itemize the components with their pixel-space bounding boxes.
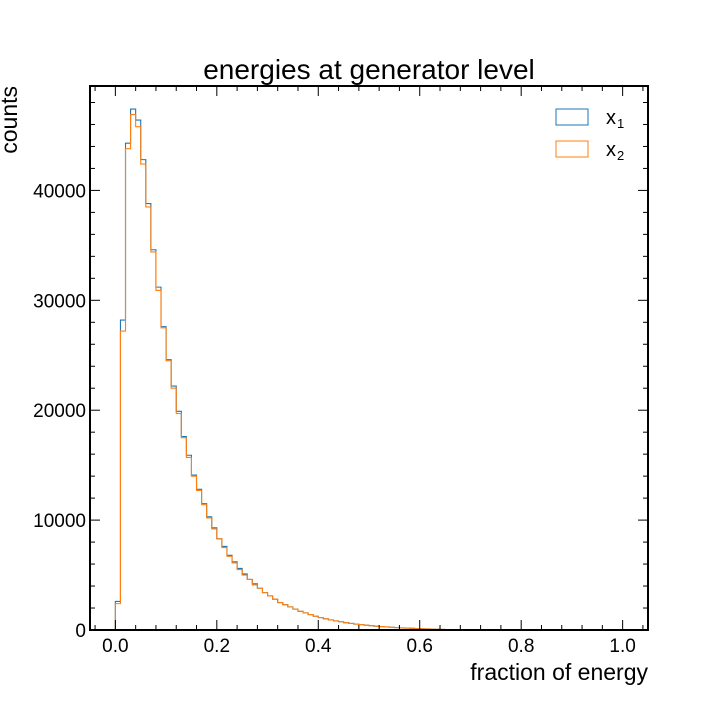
- y-tick-label: 10000: [33, 511, 86, 532]
- legend-label-2: x2: [606, 139, 624, 163]
- x-axis-label: fraction of energy: [470, 659, 648, 685]
- y-tick-label: 40000: [33, 181, 86, 202]
- series-1-histogram: [114, 108, 471, 631]
- x-tick-label: 0.6: [407, 636, 433, 657]
- y-tick-label: 0: [75, 621, 86, 642]
- x-tick-label: 0.2: [204, 636, 230, 657]
- legend-swatch-1: [555, 108, 589, 126]
- series-2-histogram: [114, 114, 471, 631]
- x-tick-label: 1.0: [609, 636, 635, 657]
- legend-label-1: x1: [606, 107, 624, 131]
- x-tick-label: 0.0: [102, 636, 128, 657]
- y-tick-label: 30000: [33, 291, 86, 312]
- x-tick-label: 0.4: [305, 636, 332, 657]
- plot-frame: [89, 85, 649, 631]
- ticks-layer: 0.0 0.2 0.4 0.6 0.8 1.0 0 10000 20000 30000 40000: [33, 86, 648, 657]
- series-layer: [114, 108, 471, 631]
- chart-title: energies at generator level: [203, 54, 535, 85]
- y-axis-label: counts: [0, 86, 22, 154]
- legend-swatch-2: [555, 140, 589, 158]
- x-tick-label: 0.8: [508, 636, 534, 657]
- y-tick-label: 20000: [33, 401, 86, 422]
